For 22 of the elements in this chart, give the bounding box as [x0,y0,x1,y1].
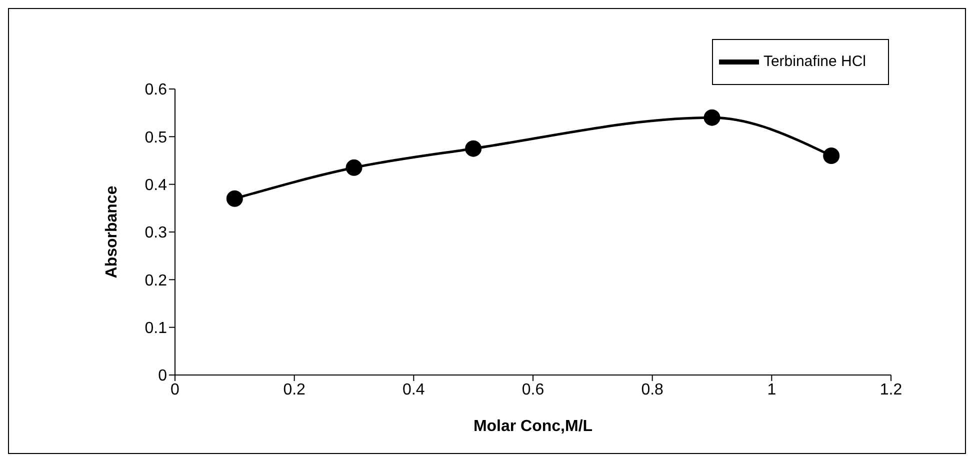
x-tick-label: 0.4 [402,381,425,398]
y-axis-title: Absorbance [104,186,121,278]
x-tick-label: 0 [170,381,180,398]
point [226,190,243,207]
y-tick-label: 0.5 [144,129,168,146]
x-tick-label: 0.8 [641,381,664,398]
point [465,140,482,157]
point [823,147,840,164]
y-tick-label: 0.3 [144,224,168,242]
x-tick-label: 1 [767,381,776,398]
x-tick-label: 1.2 [880,381,902,398]
y-tick-label: 0.1 [144,320,168,338]
x-tick-label: 0.2 [283,381,306,398]
point [704,109,720,126]
y-tick-label: 0.6 [144,82,168,99]
y-tick-label: 0 [158,368,168,385]
y-tick-label: 0.2 [144,272,168,290]
y-tick-label: 0.4 [144,177,168,194]
legend-label: Terbinafine HCl [763,52,866,70]
x-tick-label: 0.6 [522,381,544,398]
x-axis-title: Molar Conc,M/L [473,418,593,435]
point [346,159,362,176]
